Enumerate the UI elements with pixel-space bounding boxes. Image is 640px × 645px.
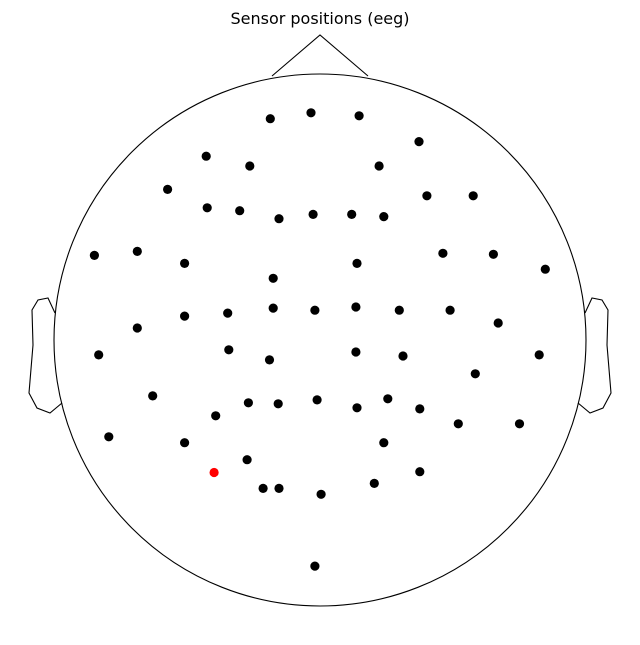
sensor-point (316, 489, 326, 499)
sensor-point (383, 394, 393, 404)
sensor-point (268, 273, 278, 283)
sensor-point (180, 311, 190, 321)
sensor-point (202, 203, 212, 213)
sensor-point (347, 209, 357, 219)
sensor-point (488, 249, 498, 259)
sensor-point (354, 111, 364, 121)
sensor-point (89, 250, 99, 260)
sensor-point (415, 404, 425, 414)
right-ear-icon (577, 297, 612, 414)
sensor-point (453, 419, 463, 429)
sensor-point (374, 161, 384, 171)
sensor-point-highlighted (209, 467, 219, 478)
sensor-point (351, 347, 361, 357)
sensor-point (398, 351, 408, 361)
sensor-point (258, 483, 268, 493)
sensor-point (273, 399, 283, 409)
sensor-point (379, 438, 389, 448)
chart-title: Sensor positions (eeg) (230, 9, 410, 28)
sensor-point (415, 467, 425, 477)
head-outline (28, 34, 612, 607)
sensor-point (245, 161, 255, 171)
sensor-point (352, 403, 362, 413)
sensor-point (224, 345, 234, 355)
sensor-point (235, 206, 245, 216)
sensor-point (274, 483, 284, 493)
sensor-point (379, 212, 389, 222)
head-circle (53, 73, 587, 607)
sensor-point (514, 419, 525, 429)
nose-icon (271, 34, 369, 77)
sensor-point (468, 191, 478, 201)
sensor-point (180, 438, 190, 448)
sensor-layer (89, 108, 550, 571)
sensor-point (132, 323, 142, 333)
sensor-point (422, 191, 432, 201)
sensor-point (243, 398, 253, 408)
sensor-point (223, 308, 233, 318)
sensor-point (438, 248, 448, 258)
sensor-point (268, 303, 278, 313)
sensor-point (180, 258, 190, 268)
sensor-point (352, 258, 362, 268)
sensor-point (274, 214, 284, 224)
sensor-point (534, 350, 544, 360)
sensor-point (394, 305, 404, 315)
sensor-point (470, 369, 480, 379)
sensor-point (163, 184, 173, 194)
sensor-point (264, 355, 275, 365)
sensor-point (369, 478, 379, 488)
sensor-point (132, 246, 142, 256)
sensor-point (242, 455, 252, 465)
sensor-point (310, 305, 320, 315)
sensor-point (211, 411, 221, 421)
sensor-point (351, 302, 361, 312)
sensor-point (414, 137, 424, 147)
left-ear-icon (28, 297, 63, 414)
sensor-point (493, 318, 503, 328)
sensor-point (201, 151, 211, 161)
sensor-point (310, 561, 320, 571)
sensor-point (540, 264, 550, 274)
sensor-point (445, 305, 455, 315)
sensor-point (148, 391, 158, 401)
sensor-point (265, 114, 275, 124)
sensor-point (104, 432, 114, 442)
sensor-point (308, 209, 318, 219)
sensor-point (94, 350, 104, 360)
sensor-point (312, 395, 322, 405)
sensor-point (306, 108, 316, 118)
